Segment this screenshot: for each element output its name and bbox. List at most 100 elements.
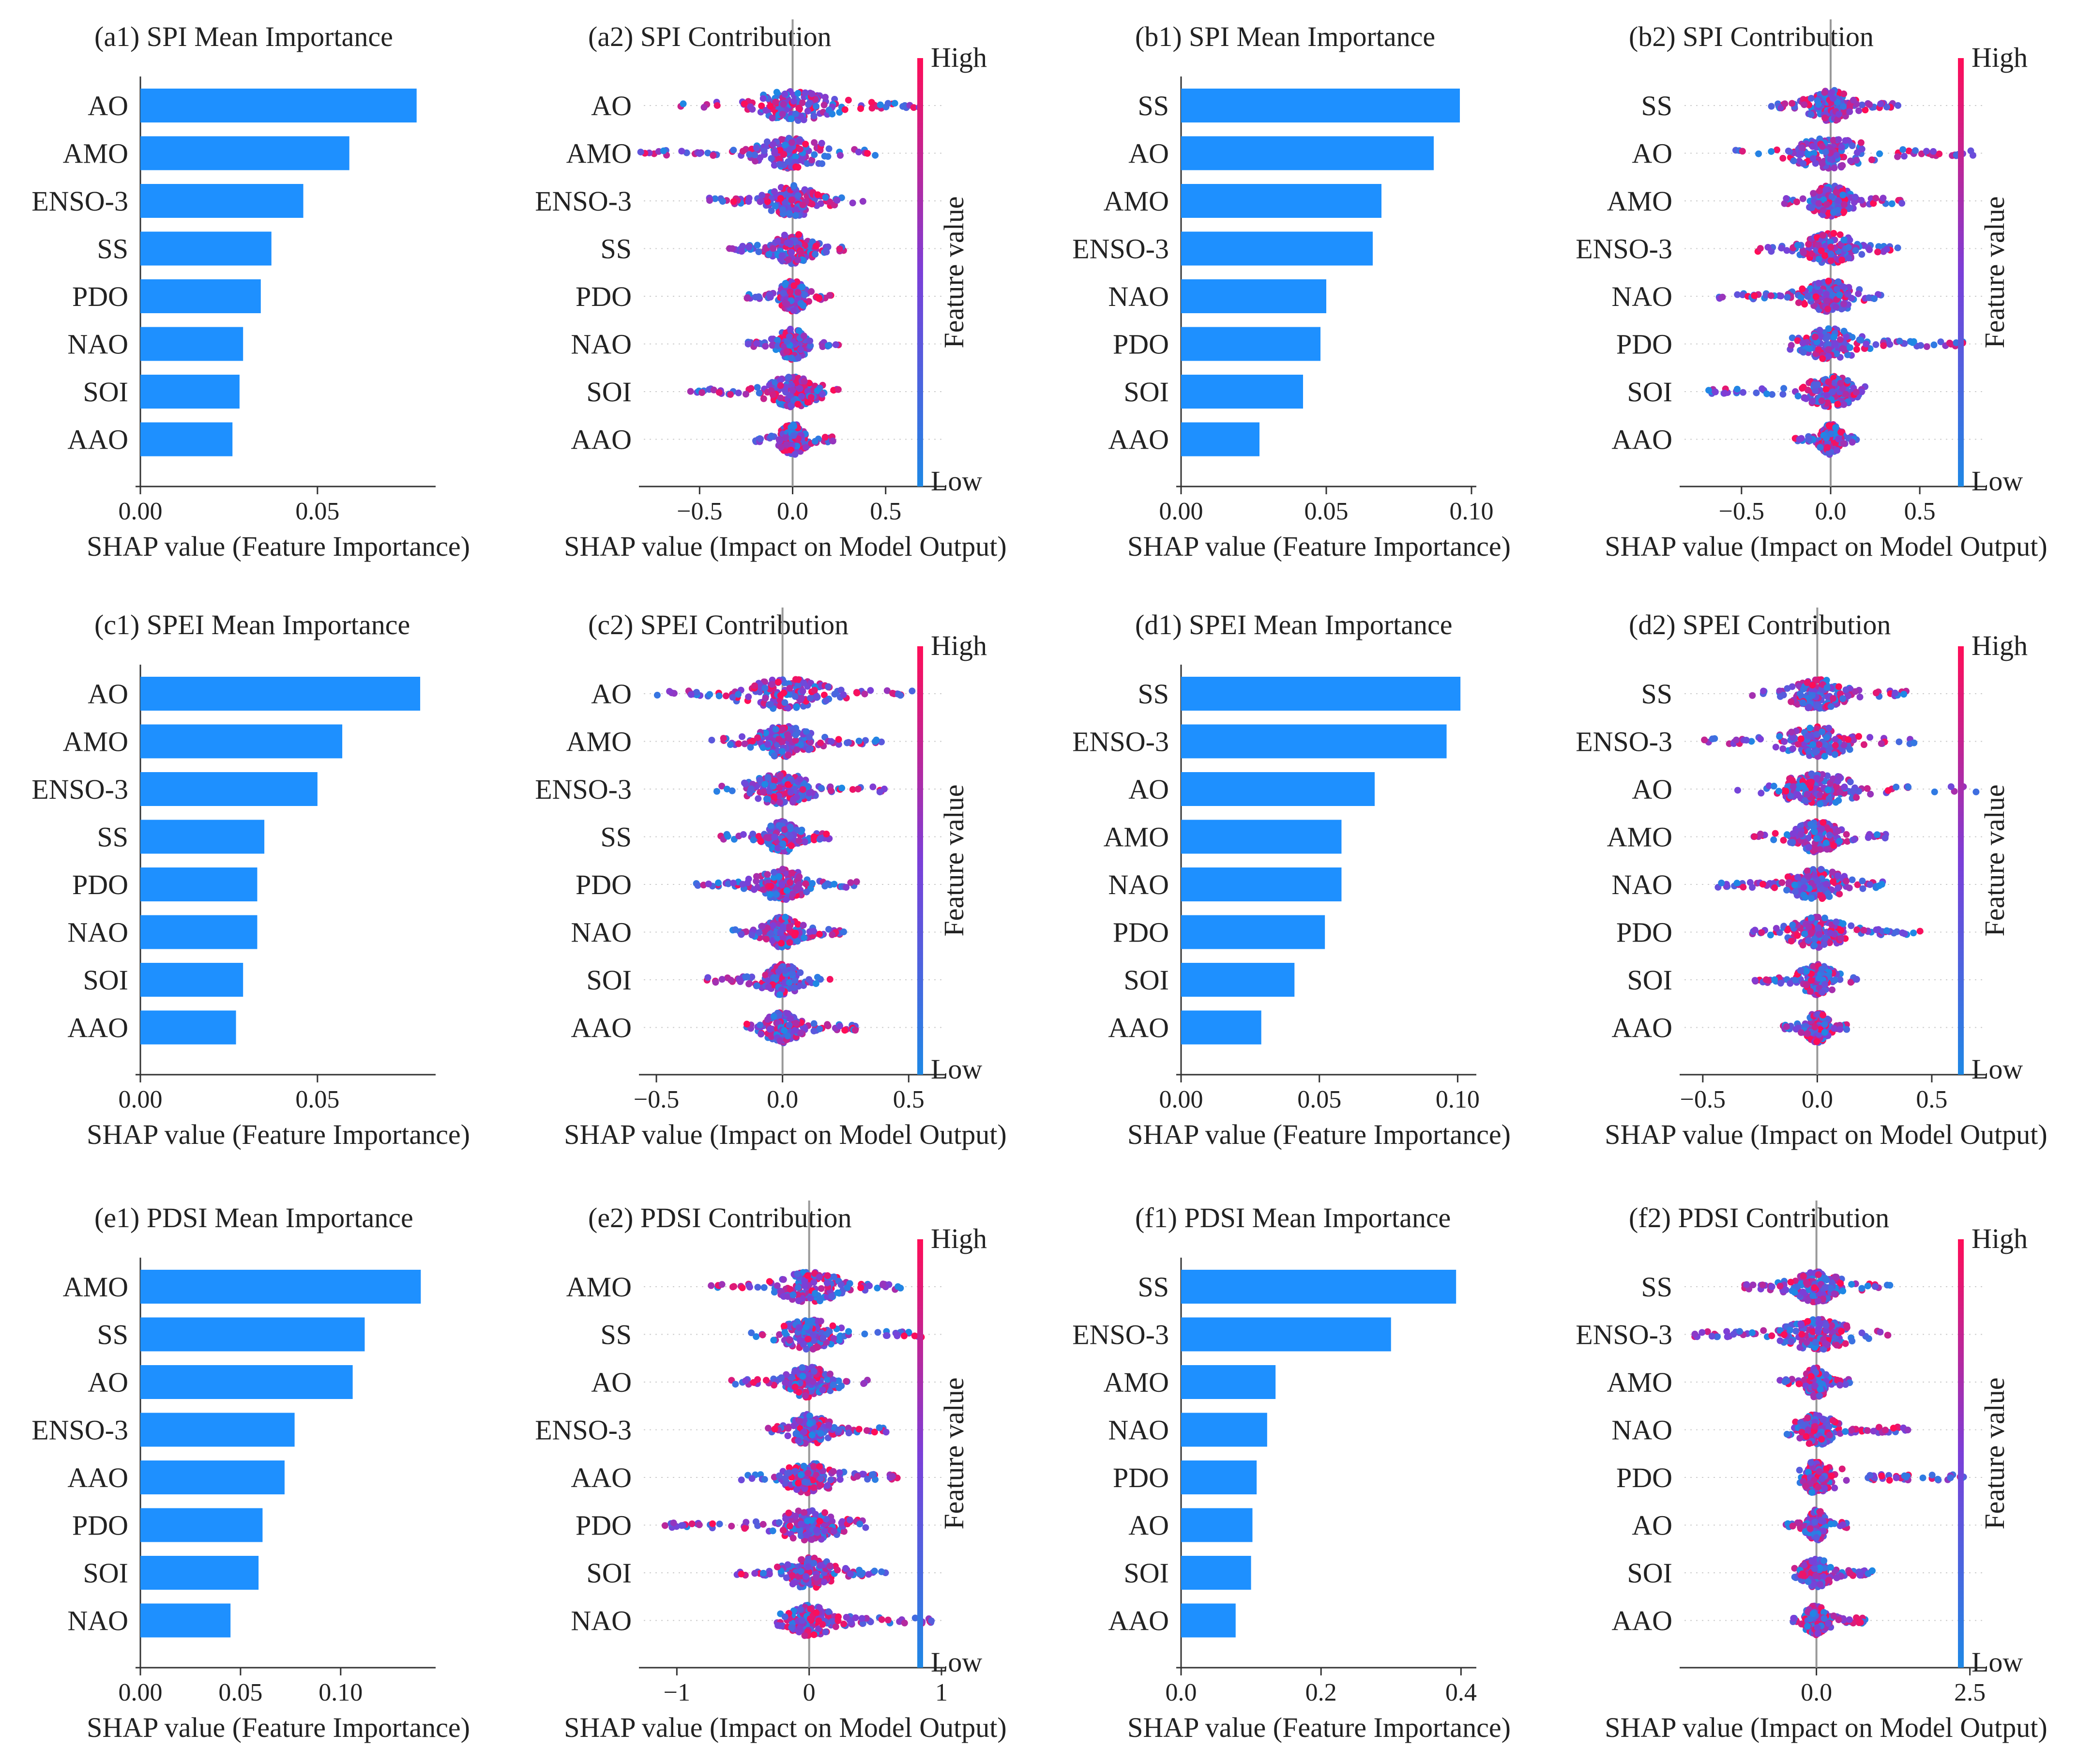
swarm-point [773, 891, 780, 898]
swarm-point [909, 687, 916, 695]
swarm-point [1816, 326, 1823, 334]
swarm-point [666, 688, 673, 695]
swarm-point [1773, 146, 1780, 153]
swarm-point [1930, 341, 1938, 349]
x-axis-title: SHAP value (Feature Importance) [87, 1119, 470, 1150]
x-tick-label: −0.5 [677, 498, 722, 525]
feature-label-ss: SS [600, 821, 632, 853]
swarm-point [794, 90, 802, 97]
bar-ss [140, 820, 265, 854]
swarm-point [1775, 788, 1782, 795]
swarm-point [789, 869, 796, 877]
swarm-point [737, 978, 744, 985]
swarm-point [745, 195, 753, 202]
swarm-point [1875, 243, 1882, 250]
swarm-point [1851, 194, 1859, 201]
swarm-point [1832, 424, 1839, 431]
swarm-point [772, 202, 779, 210]
swarm-point [1881, 835, 1889, 842]
swarm-row-aao [1791, 421, 1860, 458]
swarm-point [808, 200, 816, 208]
bar-nao [1181, 279, 1326, 313]
swarm-point [1788, 729, 1795, 736]
swarm-point [740, 831, 747, 838]
swarm-point [1883, 245, 1890, 253]
swarm-point [1798, 144, 1805, 152]
swarm-point [1825, 346, 1832, 353]
swarm-point [1772, 830, 1779, 837]
swarm-point [1798, 149, 1805, 156]
swarm-point [1830, 842, 1837, 849]
swarm-point [1815, 346, 1822, 353]
swarm-point [1818, 247, 1825, 255]
swarm-point [1799, 699, 1806, 706]
swarm-point [1805, 732, 1812, 739]
swarm-point [1852, 247, 1859, 254]
swarm-point [1839, 162, 1846, 169]
swarm-point [696, 150, 703, 157]
swarm-point [1810, 190, 1817, 197]
swarm-point [769, 114, 776, 122]
swarm-point [713, 102, 721, 109]
swarm-point [1789, 745, 1796, 752]
swarm-point [1844, 351, 1851, 358]
feature-label-enso-3: ENSO-3 [535, 774, 632, 805]
swarm-point [1884, 787, 1892, 794]
swarm-point [1840, 300, 1847, 307]
swarm-point [1821, 252, 1829, 259]
bar-amo [1181, 820, 1342, 854]
bar-ao [1181, 136, 1434, 170]
feature-label-soi: SOI [1124, 376, 1169, 408]
swarm-point [727, 391, 734, 398]
swarm-point [786, 210, 793, 217]
swarm-point [764, 741, 772, 748]
swarm-point [1777, 104, 1784, 111]
panel-title: (b2) SPI Contribution [1629, 21, 1874, 52]
swarm-point [1816, 135, 1823, 142]
swarm-point [1858, 251, 1866, 258]
swarm-point [775, 873, 783, 880]
swarm-point [811, 151, 818, 158]
feature-label-amo: AMO [1607, 185, 1672, 217]
x-tick-label: 0.00 [119, 498, 163, 525]
swarm-point [786, 1021, 793, 1029]
swarm-point [738, 248, 745, 255]
swarm-point [851, 1027, 859, 1034]
swarm-point [1764, 243, 1772, 251]
swarm-point [1812, 334, 1819, 341]
swarm-point [1794, 337, 1801, 344]
feature-label-amo: AMO [1607, 821, 1672, 853]
swarm-point [772, 726, 779, 733]
swarm-point [792, 1019, 800, 1027]
swarm-point [1823, 684, 1831, 691]
swarm-point [840, 691, 847, 699]
swarm-point [1847, 157, 1854, 165]
panel-d1: (d1) SPEI Mean ImportanceSSENSO-3AOAMONA… [1072, 609, 1511, 1150]
swarm-point [1819, 143, 1826, 150]
swarm-point [792, 163, 799, 170]
swarm-point [776, 1037, 784, 1045]
swarm-point [766, 1026, 774, 1033]
swarm-point [1829, 388, 1836, 395]
feature-label-ao: AO [591, 678, 632, 710]
swarm-point [781, 967, 789, 974]
swarm-point [792, 206, 800, 213]
swarm-point [1842, 686, 1850, 693]
swarm-point [770, 974, 777, 982]
swarm-point [772, 379, 779, 386]
swarm-point [1763, 390, 1771, 397]
swarm-point [781, 699, 789, 706]
swarm-point [1789, 777, 1796, 784]
swarm-point [728, 787, 736, 794]
swarm-point [791, 931, 798, 939]
swarm-point [1762, 291, 1770, 299]
swarm-point [706, 197, 713, 204]
swarm-point [788, 115, 795, 122]
swarm-point [825, 145, 833, 152]
swarm-point [767, 882, 774, 890]
swarm-point [1828, 193, 1835, 200]
swarm-point [805, 746, 813, 753]
swarm-point [1815, 200, 1822, 207]
swarm-point [778, 940, 785, 947]
swarm-point [1825, 353, 1832, 360]
